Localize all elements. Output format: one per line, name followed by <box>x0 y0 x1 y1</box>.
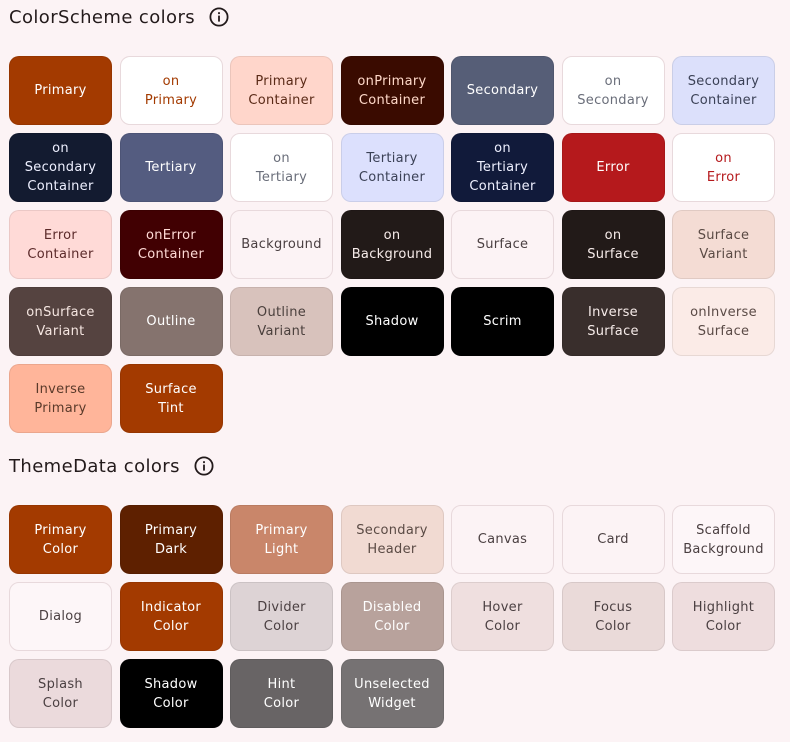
swatch-primary-color[interactable]: Primary Color <box>9 505 112 574</box>
swatch-dialog[interactable]: Dialog <box>9 582 112 651</box>
swatch-error-container[interactable]: Error Container <box>9 210 112 279</box>
swatch-unselected-widget[interactable]: Unselected Widget <box>340 659 444 728</box>
swatch-highlight-color[interactable]: Highlight Color <box>672 582 775 651</box>
swatch-on-tertiary[interactable]: on Tertiary <box>230 133 333 202</box>
swatch-primary[interactable]: Primary <box>9 56 112 125</box>
swatch-tertiary-container[interactable]: Tertiary Container <box>340 133 444 202</box>
swatch-on-primary[interactable]: on Primary <box>119 56 223 125</box>
swatch-onerror-container[interactable]: onError Container <box>119 210 223 279</box>
swatch-canvas[interactable]: Canvas <box>451 505 554 574</box>
swatch-tertiary[interactable]: Tertiary <box>119 133 223 202</box>
swatch-surface-variant[interactable]: Surface Variant <box>672 210 775 279</box>
swatch-scrim[interactable]: Scrim <box>451 287 554 356</box>
swatch-hover-color[interactable]: Hover Color <box>451 582 554 651</box>
swatch-hint-color[interactable]: Hint Color <box>230 659 333 728</box>
info-icon[interactable] <box>208 6 230 28</box>
swatch-shadow-color[interactable]: Shadow Color <box>119 659 223 728</box>
themedata-header: ThemeData colors <box>9 452 215 480</box>
swatch-outline[interactable]: Outline <box>119 287 223 356</box>
swatch-onprimary-container[interactable]: onPrimary Container <box>340 56 444 125</box>
swatch-on-error[interactable]: on Error <box>672 133 775 202</box>
swatch-surface[interactable]: Surface <box>451 210 554 279</box>
swatch-surface-tint[interactable]: Surface Tint <box>119 364 223 433</box>
info-icon[interactable] <box>193 455 215 477</box>
swatch-outline-variant[interactable]: Outline Variant <box>230 287 333 356</box>
colorscheme-header: ColorScheme colors <box>9 3 230 31</box>
swatch-secondary-container[interactable]: Secondary Container <box>672 56 775 125</box>
swatch-disabled-color[interactable]: Disabled Color <box>340 582 444 651</box>
swatch-background[interactable]: Background <box>230 210 333 279</box>
swatch-on-surface[interactable]: on Surface <box>561 210 665 279</box>
swatch-focus-color[interactable]: Focus Color <box>561 582 665 651</box>
swatch-shadow[interactable]: Shadow <box>340 287 444 356</box>
swatch-error[interactable]: Error <box>561 133 665 202</box>
colorscheme-swatch-grid: Primary on Primary Primary Container onPrim… <box>9 56 775 433</box>
swatch-on-secondary-container[interactable]: on Secondary Container <box>9 133 112 202</box>
swatch-on-tertiary-container[interactable]: on Tertiary Container <box>451 133 554 202</box>
swatch-secondary[interactable]: Secondary <box>451 56 554 125</box>
swatch-card[interactable]: Card <box>561 505 665 574</box>
swatch-primary-dark[interactable]: Primary Dark <box>119 505 223 574</box>
swatch-splash-color[interactable]: Splash Color <box>9 659 112 728</box>
swatch-on-secondary[interactable]: on Secondary <box>561 56 665 125</box>
swatch-primary-light[interactable]: Primary Light <box>230 505 333 574</box>
swatch-onsurface-variant[interactable]: onSurface Variant <box>9 287 112 356</box>
swatch-primary-container[interactable]: Primary Container <box>230 56 333 125</box>
colorscheme-title: ColorScheme colors <box>9 6 196 28</box>
swatch-inverse-surface[interactable]: Inverse Surface <box>561 287 665 356</box>
swatch-inverse-primary[interactable]: Inverse Primary <box>9 364 112 433</box>
swatch-scaffold-background[interactable]: Scaffold Background <box>672 505 775 574</box>
themedata-title: ThemeData colors <box>9 455 180 477</box>
swatch-on-background[interactable]: on Background <box>340 210 444 279</box>
swatch-secondary-header[interactable]: Secondary Header <box>340 505 444 574</box>
swatch-oninverse-surface[interactable]: onInverse Surface <box>672 287 775 356</box>
swatch-indicator-color[interactable]: Indicator Color <box>119 582 223 651</box>
swatch-divider-color[interactable]: Divider Color <box>230 582 333 651</box>
themedata-swatch-grid: Primary Color Primary Dark Primary Light Se… <box>9 505 775 728</box>
